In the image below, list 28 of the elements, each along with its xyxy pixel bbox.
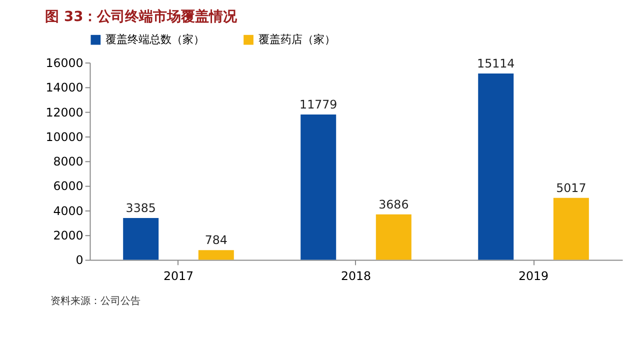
y-tick-label: 16000 [46, 56, 84, 70]
y-tick-label: 14000 [46, 80, 84, 95]
x-tick-label: 2017 [163, 268, 194, 283]
bar [300, 114, 336, 260]
data-label: 11779 [300, 98, 338, 112]
y-tick-label: 0 [76, 253, 84, 268]
bar [376, 214, 412, 260]
x-tick-label: 2019 [518, 268, 549, 283]
data-label: 3385 [126, 201, 156, 216]
bar [198, 250, 234, 260]
text: 资料来源：公司公告 [50, 295, 140, 308]
bar [123, 218, 159, 260]
bar [478, 73, 514, 260]
y-tick-label: 10000 [46, 130, 84, 144]
legend-label: 覆盖药店（家） [258, 32, 336, 46]
y-tick-label: 12000 [46, 105, 84, 120]
data-label: 5017 [556, 181, 586, 195]
x-tick-label: 2018 [340, 268, 372, 283]
chart-title: 图 33：公司终端市场覆盖情况 [45, 8, 238, 26]
data-label: 3686 [378, 197, 409, 212]
y-tick-label: 6000 [53, 179, 84, 194]
y-tick-label: 8000 [53, 154, 84, 169]
bar [553, 198, 589, 260]
data-label: 784 [204, 233, 228, 248]
legend-label: 覆盖终端总数（家） [106, 32, 205, 46]
y-tick-label: 4000 [53, 204, 84, 218]
y-tick-label: 2000 [53, 228, 84, 243]
data-label: 15114 [477, 56, 515, 71]
